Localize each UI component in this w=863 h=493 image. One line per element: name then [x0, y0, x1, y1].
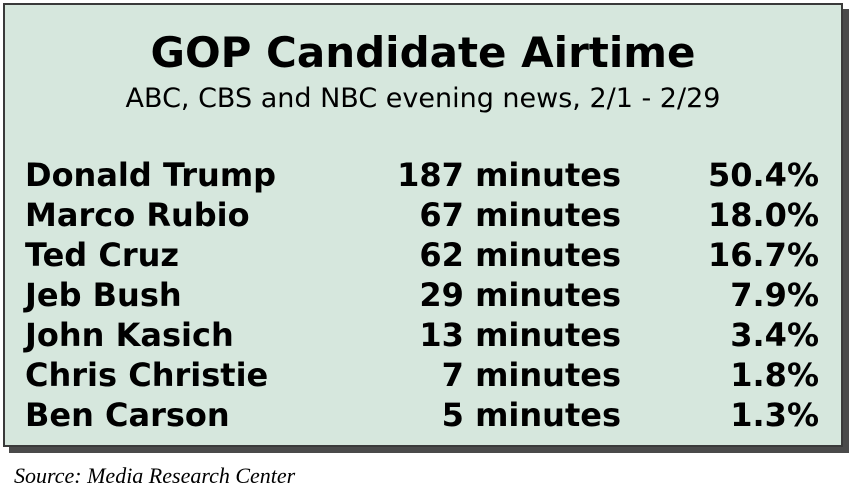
airtime-table-panel: GOP Candidate Airtime ABC, CBS and NBC e… — [3, 3, 843, 447]
airtime-percent: 1.3% — [730, 396, 819, 434]
airtime-minutes: 67 minutes — [419, 196, 621, 234]
table-row: Jeb Bush 29 minutes 7.9% — [5, 275, 841, 315]
airtime-minutes: 29 minutes — [419, 276, 621, 314]
candidate-name: Ben Carson — [25, 396, 230, 434]
airtime-minutes: 5 minutes — [441, 396, 621, 434]
table-row: Donald Trump 187 minutes 50.4% — [5, 155, 841, 195]
airtime-percent: 7.9% — [730, 276, 819, 314]
candidate-name: Chris Christie — [25, 356, 269, 394]
candidate-name: Jeb Bush — [25, 276, 182, 314]
chart-title: GOP Candidate Airtime — [150, 28, 696, 77]
candidate-name: John Kasich — [25, 316, 234, 354]
table-row: John Kasich 13 minutes 3.4% — [5, 315, 841, 355]
table-row: Marco Rubio 67 minutes 18.0% — [5, 195, 841, 235]
table-row: Chris Christie 7 minutes 1.8% — [5, 355, 841, 395]
chart-subtitle: ABC, CBS and NBC evening news, 2/1 - 2/2… — [125, 83, 721, 114]
table-row: Ben Carson 5 minutes 1.3% — [5, 395, 841, 435]
airtime-minutes: 187 minutes — [397, 156, 621, 194]
airtime-minutes: 13 minutes — [419, 316, 621, 354]
candidate-name: Donald Trump — [25, 156, 277, 194]
source-note: Source: Media Research Center — [14, 463, 296, 488]
table-row: Ted Cruz 62 minutes 16.7% — [5, 235, 841, 275]
candidate-name: Ted Cruz — [25, 236, 179, 274]
airtime-minutes: 62 minutes — [419, 236, 621, 274]
candidate-name: Marco Rubio — [25, 196, 250, 234]
airtime-percent: 18.0% — [707, 196, 819, 234]
airtime-percent: 3.4% — [730, 316, 819, 354]
candidate-table: Donald Trump 187 minutes 50.4% Marco Rubio 6… — [5, 155, 841, 435]
airtime-percent: 50.4% — [707, 156, 819, 194]
airtime-minutes: 7 minutes — [441, 356, 621, 394]
airtime-percent: 1.8% — [730, 356, 819, 394]
airtime-percent: 16.7% — [707, 236, 819, 274]
